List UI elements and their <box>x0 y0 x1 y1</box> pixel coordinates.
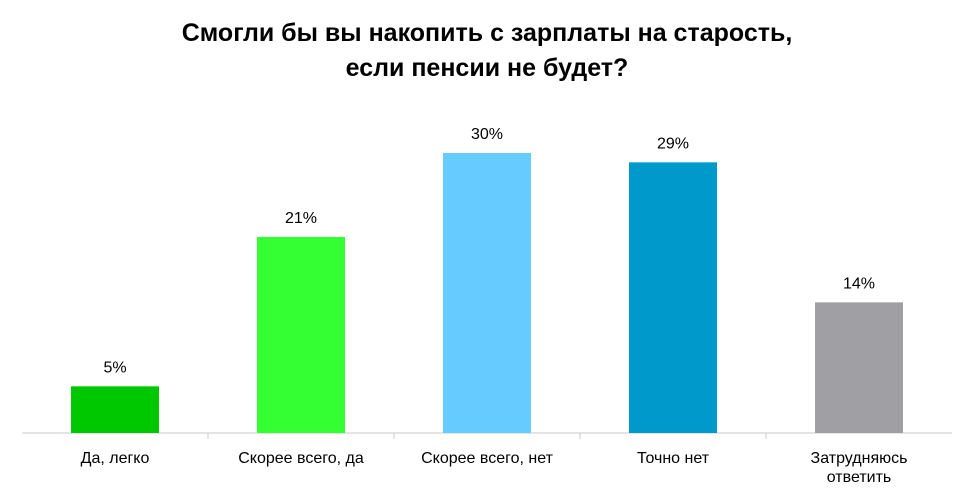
x-tick-label: Затрудняюсь ответить <box>810 450 908 486</box>
x-tick-label: Скорее всего, да <box>238 450 364 467</box>
x-tick-label: Да, легко <box>80 450 150 467</box>
x-tick-label: Точно нет <box>636 450 710 467</box>
value-label: 30% <box>471 126 503 143</box>
bar <box>443 153 531 433</box>
bar <box>71 386 159 433</box>
bar <box>815 302 903 433</box>
bar <box>629 162 717 434</box>
x-tick-label: Скорее всего, нет <box>421 450 553 467</box>
bar <box>257 237 345 433</box>
value-label: 5% <box>103 359 126 376</box>
value-label: 21% <box>285 210 317 227</box>
chart-title: Смогли бы вы накопить с зарплаты на стар… <box>181 19 793 82</box>
value-label: 29% <box>657 135 689 152</box>
value-label: 14% <box>843 275 875 292</box>
